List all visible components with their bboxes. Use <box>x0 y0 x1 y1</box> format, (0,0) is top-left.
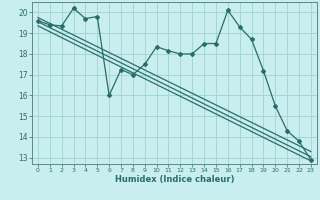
X-axis label: Humidex (Indice chaleur): Humidex (Indice chaleur) <box>115 175 234 184</box>
